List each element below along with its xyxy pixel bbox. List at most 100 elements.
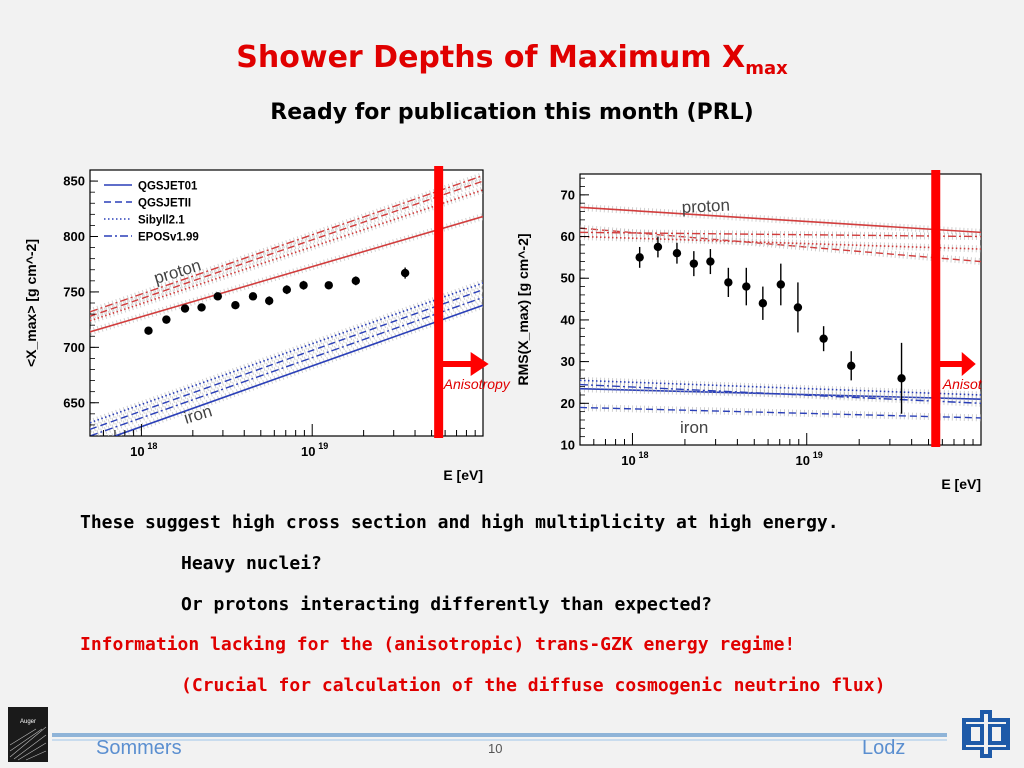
left-legend-label-3: EPOSv1.99 (138, 232, 199, 244)
bullet-3: Or protons interacting differently than … (181, 594, 713, 615)
right-data-point-7 (758, 299, 768, 308)
right-data-point-3 (689, 259, 699, 268)
left-proton-QGSJET01-line (90, 215, 483, 333)
left-data-point-6 (248, 292, 258, 301)
left-data-point-10 (324, 281, 333, 290)
left-iron-QGSJET01-line (112, 304, 483, 436)
right-data-point-1 (653, 242, 663, 252)
left-data-point-2 (180, 304, 190, 313)
right-data-point-11 (847, 361, 856, 370)
slide-title-subscript: max (745, 58, 788, 79)
footer-author: Sommers (96, 737, 182, 759)
left-iron-EPOSv1.99-line (90, 296, 483, 436)
left-model-lines (90, 172, 483, 436)
left-ytick-label-2: 750 (63, 284, 85, 299)
left-proton-Sibyll2.1-line (90, 189, 483, 322)
bullet-2: Heavy nuclei? (181, 553, 322, 574)
left-ytick-label-4: 850 (63, 174, 85, 189)
left-xtick-label-0: 10 (130, 444, 144, 459)
fermilab-logo (962, 710, 1010, 758)
right-xtick-label-0: 10 (621, 453, 635, 468)
right-data-point-9 (793, 303, 803, 312)
right-ytick-label-4: 50 (561, 271, 575, 286)
right-ytick-label-0: 10 (561, 438, 575, 453)
slide-title: Shower Depths of Maximum Xmax (0, 40, 1024, 79)
right-ytick-label-3: 40 (561, 312, 575, 327)
left-ytick-label-0: 650 (63, 395, 85, 410)
left-xlabel: E [eV] (443, 467, 483, 483)
left-proton-EPOSv1.99-line (90, 174, 483, 313)
right-anisotropy-label: Anisot (942, 376, 983, 392)
left-data-point-0 (144, 326, 153, 335)
right-data-point-2 (672, 249, 682, 258)
right-proton-Sibyll2.1-line (580, 235, 981, 250)
right-xlabel: E [eV] (941, 476, 981, 492)
bullet-4: Information lacking for the (anisotropic… (80, 634, 796, 655)
left-xtick-exp-0: 18 (147, 441, 157, 451)
right-plot-area (579, 173, 982, 446)
left-legend-label-0: QGSJET01 (138, 181, 198, 193)
right-proton-QGSJET01-line (580, 206, 981, 234)
right-anisotropy-bar (931, 170, 941, 447)
right-anisotropy-arrow-shaft (939, 361, 964, 367)
right-xtick-label-1: 10 (795, 453, 809, 468)
auger-logo: Auger (8, 707, 48, 762)
left-xtick-label-1: 10 (301, 444, 315, 459)
footer-rule-thin (52, 739, 947, 741)
left-data-point-7 (264, 296, 274, 305)
right-xtick-exp-1: 19 (813, 450, 823, 460)
right-data-point-10 (819, 334, 828, 343)
left-data-point-8 (282, 285, 292, 294)
right-data-point-8 (776, 280, 786, 289)
right-proton-label: proton (681, 195, 730, 216)
left-anisotropy-arrow-head (470, 352, 489, 376)
left-data-point-9 (299, 281, 308, 290)
right-proton-EPOSv1.99-line (580, 231, 981, 238)
left-data-point-12 (400, 268, 410, 278)
right-data-point-0 (635, 253, 644, 262)
auger-logo-text: Auger (20, 719, 36, 725)
left-data-point-3 (197, 303, 206, 312)
left-ylabel: <X_max> [g cm^-2] (23, 239, 39, 367)
left-data-point-5 (231, 301, 240, 310)
right-proton-EPOSv1.99-band (580, 228, 981, 241)
right-xtick-exp-0: 18 (638, 450, 648, 460)
left-data-point-4 (213, 292, 222, 301)
bullet-5: (Crucial for calculation of the diffuse … (181, 675, 886, 696)
footer-location: Lodz (862, 737, 906, 759)
footer-page-number: 10 (488, 741, 503, 756)
left-anisotropy-bar (434, 166, 444, 438)
left-anisotropy-label: Anisotropy (443, 376, 511, 392)
right-iron-QGSJETII-line (580, 406, 981, 419)
right-ytick-label-6: 70 (561, 187, 575, 202)
slide-subtitle: Ready for publication this month (PRL) (270, 100, 754, 125)
left-proton-QGSJETII-line (90, 180, 483, 317)
footer-rule (52, 733, 947, 737)
right-ytick-label-2: 30 (561, 354, 575, 369)
left-ytick-label-1: 700 (63, 340, 85, 355)
right-data-point-4 (706, 257, 715, 266)
right-anisotropy-arrow-head (961, 352, 976, 376)
left-legend: QGSJET01 QGSJETII Sibyll2.1 EPOSv1.99 (98, 174, 228, 244)
left-ytick-label-3: 800 (63, 229, 85, 244)
left-iron-QGSJETII-band (90, 286, 483, 433)
left-anisotropy-arrow-shaft (442, 361, 473, 367)
right-iron-EPOSv1.99-band (580, 381, 981, 407)
right-iron-EPOSv1.99-line (580, 383, 981, 405)
right-data-point-5 (724, 278, 733, 287)
right-ytick-label-5: 60 (561, 229, 575, 244)
right-data-point-12 (897, 374, 906, 383)
left-iron-QGSJETII-line (90, 289, 483, 431)
bullet-1: These suggest high cross section and hig… (80, 512, 839, 533)
left-legend-label-1: QGSJETII (138, 198, 191, 210)
right-ylabel: RMS(X_max) [g cm^-2] (515, 233, 531, 385)
left-data-point-11 (351, 276, 361, 286)
right-model-lines (580, 203, 981, 422)
right-ytick-label-1: 20 (561, 396, 575, 411)
right-iron-Sibyll2.1-line (580, 379, 981, 396)
left-xtick-exp-1: 19 (318, 441, 328, 451)
left-iron-Sibyll2.1-line (90, 282, 483, 424)
left-data-point-1 (162, 315, 171, 324)
